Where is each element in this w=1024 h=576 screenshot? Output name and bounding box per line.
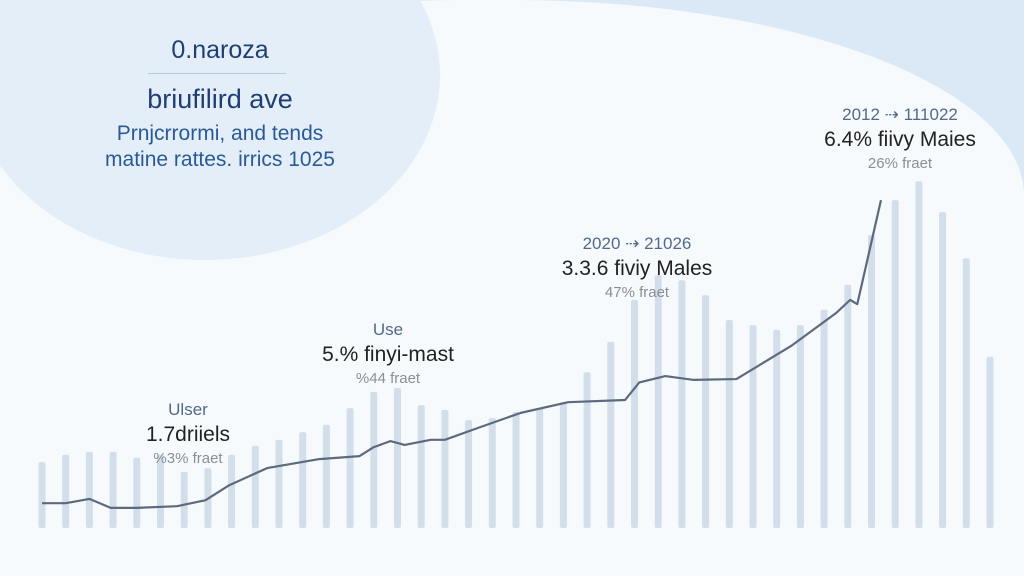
bar — [631, 299, 638, 528]
bar — [820, 309, 828, 528]
bar — [773, 329, 781, 528]
bar — [85, 451, 93, 528]
divider — [148, 73, 286, 74]
bar — [488, 418, 496, 528]
bar — [133, 457, 141, 528]
bar — [275, 439, 283, 528]
annotation-main: 6.4% fiivy Maies — [824, 128, 976, 151]
bar — [654, 275, 662, 528]
bar — [559, 402, 567, 528]
bar — [986, 356, 994, 528]
bar — [465, 420, 473, 528]
bar — [702, 295, 710, 528]
bar — [725, 319, 733, 528]
bar — [441, 409, 449, 528]
annotation-main: 5.% finyi-mast — [322, 343, 454, 366]
annotation-main: 3.3.6 fiviy Males — [561, 257, 713, 280]
bar — [939, 212, 947, 529]
bar — [583, 372, 591, 528]
bar — [678, 280, 686, 528]
annotation-sub: 26% fraet — [867, 155, 933, 172]
chart-subtitle-2: matine rattes. irrics 1025 — [105, 148, 335, 171]
bar — [346, 408, 354, 528]
bar — [299, 432, 307, 528]
annotation: 2020 ⇢ 21026 3.3.6 fiviy Males 47% fraet — [527, 232, 747, 303]
bar — [38, 462, 46, 528]
bar — [868, 234, 875, 528]
bar — [394, 388, 401, 528]
chart-title: briufilird ave — [147, 84, 293, 114]
brand-logo: 0.naroza — [171, 36, 269, 64]
bar — [536, 408, 544, 528]
bar — [417, 405, 425, 528]
bar — [512, 412, 520, 528]
annotation-sub: %3% fraet — [153, 450, 223, 467]
bar — [749, 325, 757, 528]
annotation-top: 2020 ⇢ 21026 — [582, 234, 692, 253]
bar — [607, 341, 615, 528]
bar — [180, 471, 188, 528]
annotation-top: Ulser — [168, 400, 208, 419]
bar — [891, 200, 899, 529]
annotation: Use 5.% finyi-mast %44 fraet — [278, 318, 498, 389]
annotation: 2012 ⇢ 111022 6.4% fiivy Maies 26% fraet — [790, 103, 1010, 174]
annotation-sub: %44 fraet — [355, 370, 421, 387]
bar — [251, 445, 259, 528]
bar — [370, 391, 378, 528]
bar — [962, 258, 970, 528]
annotation-main: 1.7driiels — [145, 423, 231, 446]
bar — [62, 454, 70, 528]
annotation-sub: 47% fraet — [604, 284, 670, 301]
annotation-top: 2012 ⇢ 111022 — [842, 105, 958, 124]
chart-subtitle-1: Prnjcrrormi, and tends — [116, 122, 324, 145]
annotation-top: Use — [372, 320, 404, 339]
bar — [796, 325, 804, 528]
bar — [157, 454, 164, 528]
bar — [844, 284, 852, 528]
bar — [322, 424, 330, 528]
trend-line — [42, 199, 883, 509]
bar — [915, 181, 923, 528]
annotation: Ulser 1.7driiels %3% fraet — [78, 398, 298, 469]
bar — [228, 454, 236, 528]
